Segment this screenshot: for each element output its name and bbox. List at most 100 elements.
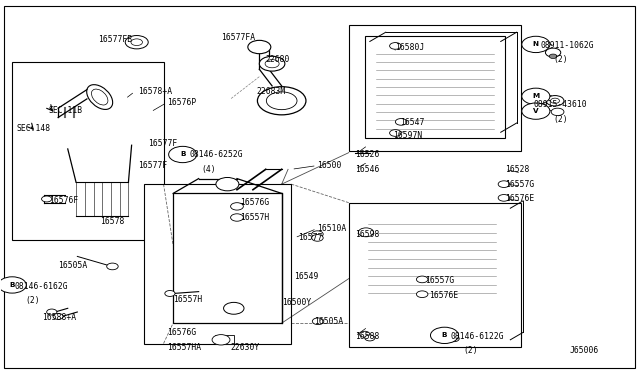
Bar: [12, 62, 164, 240]
Text: 16576G: 16576G: [167, 328, 196, 337]
Circle shape: [522, 36, 550, 52]
Circle shape: [125, 36, 148, 49]
Text: 22630Y: 22630Y: [230, 343, 260, 352]
Circle shape: [546, 96, 564, 106]
Text: 16557H: 16557H: [240, 213, 269, 222]
Circle shape: [498, 195, 509, 201]
Text: (2): (2): [553, 55, 568, 64]
Text: 08146-6252G: 08146-6252G: [189, 150, 243, 159]
Text: 22680: 22680: [266, 55, 290, 64]
Text: B: B: [442, 332, 447, 339]
Text: 16576E: 16576E: [505, 195, 534, 203]
Bar: [349, 25, 521, 151]
Text: 16577FB: 16577FB: [98, 35, 132, 44]
Text: 16557G: 16557G: [505, 180, 534, 189]
Text: 16578+A: 16578+A: [138, 87, 172, 96]
Text: 16557H: 16557H: [173, 295, 202, 304]
Text: (2): (2): [25, 296, 40, 305]
Bar: [214, 335, 234, 343]
Text: SEC.11B: SEC.11B: [49, 106, 83, 115]
Ellipse shape: [92, 89, 108, 105]
Bar: [365, 36, 505, 138]
Text: 16547: 16547: [400, 119, 424, 128]
Text: 16598: 16598: [355, 230, 380, 239]
Text: 08911-1062G: 08911-1062G: [540, 41, 594, 50]
Circle shape: [545, 48, 561, 57]
Bar: [349, 203, 521, 347]
Circle shape: [47, 309, 57, 315]
Text: 16576E: 16576E: [429, 291, 458, 300]
Circle shape: [417, 291, 428, 298]
Circle shape: [390, 42, 401, 49]
Text: 08146-6122G: 08146-6122G: [451, 331, 504, 341]
Circle shape: [522, 103, 550, 119]
Circle shape: [312, 235, 323, 241]
Circle shape: [223, 302, 244, 314]
Circle shape: [42, 196, 52, 202]
Text: 16577: 16577: [298, 233, 322, 243]
Text: B: B: [180, 151, 186, 157]
Circle shape: [216, 177, 239, 191]
Circle shape: [212, 335, 230, 345]
Text: 16526: 16526: [355, 150, 380, 159]
Circle shape: [358, 228, 374, 237]
Text: 16577F: 16577F: [148, 139, 177, 148]
Text: 16510A: 16510A: [317, 224, 346, 233]
Bar: [173, 193, 282, 323]
Circle shape: [248, 40, 271, 54]
Circle shape: [265, 60, 279, 68]
Text: 08915-43610: 08915-43610: [534, 100, 588, 109]
Text: 16505A: 16505A: [58, 261, 88, 270]
Text: M: M: [532, 93, 540, 99]
Text: 16576F: 16576F: [49, 196, 78, 205]
Circle shape: [549, 54, 557, 58]
Circle shape: [443, 332, 453, 338]
Circle shape: [107, 263, 118, 270]
Circle shape: [266, 92, 297, 110]
Text: 16588: 16588: [355, 331, 380, 341]
Text: 16578: 16578: [100, 217, 124, 226]
Circle shape: [312, 318, 324, 325]
Ellipse shape: [86, 85, 113, 109]
Circle shape: [131, 39, 143, 45]
Circle shape: [449, 336, 460, 341]
Text: 16577F: 16577F: [138, 161, 167, 170]
Circle shape: [259, 56, 285, 71]
Circle shape: [257, 87, 306, 115]
Text: SEC.148: SEC.148: [17, 124, 51, 133]
Circle shape: [550, 98, 559, 103]
Text: 16549: 16549: [294, 272, 319, 281]
Text: V: V: [533, 108, 539, 114]
Text: (2): (2): [553, 115, 568, 124]
Text: 16588+A: 16588+A: [42, 313, 76, 322]
Text: 16557HA: 16557HA: [167, 343, 201, 352]
Bar: [145, 184, 291, 343]
Circle shape: [230, 203, 243, 210]
Circle shape: [169, 146, 196, 163]
Text: 16576G: 16576G: [240, 198, 269, 207]
Circle shape: [396, 119, 407, 125]
Circle shape: [312, 231, 323, 237]
Text: 16505A: 16505A: [314, 317, 343, 326]
Text: 16557G: 16557G: [426, 276, 454, 285]
Circle shape: [230, 214, 243, 221]
Circle shape: [551, 108, 564, 116]
Text: B: B: [10, 282, 15, 288]
Text: 16500Y: 16500Y: [282, 298, 311, 307]
Circle shape: [0, 277, 26, 293]
Text: 16580J: 16580J: [396, 42, 424, 51]
Text: 16597N: 16597N: [394, 131, 422, 141]
Text: 16500: 16500: [317, 161, 341, 170]
Text: (2): (2): [464, 346, 478, 355]
Circle shape: [390, 130, 401, 137]
Circle shape: [431, 327, 459, 343]
Text: 16546: 16546: [355, 165, 380, 174]
Text: 08146-6162G: 08146-6162G: [15, 282, 68, 291]
Circle shape: [417, 276, 428, 283]
Text: N: N: [533, 41, 539, 47]
Text: 16528: 16528: [505, 165, 529, 174]
Text: 16577FA: 16577FA: [221, 33, 255, 42]
Text: (4): (4): [202, 165, 216, 174]
Circle shape: [498, 181, 509, 187]
Circle shape: [53, 314, 63, 320]
